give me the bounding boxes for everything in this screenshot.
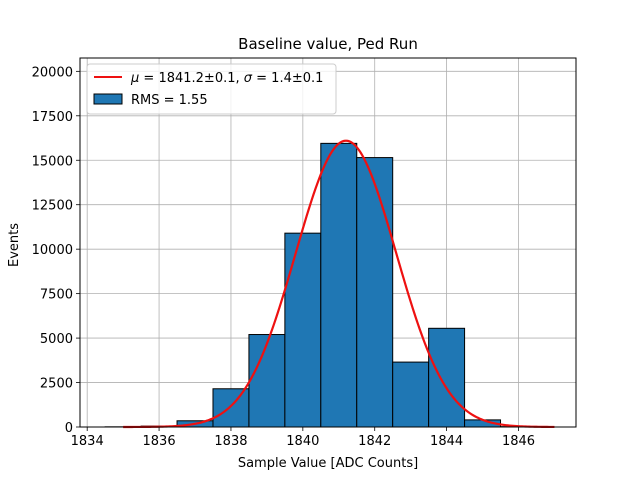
y-tick-label: 2500: [40, 377, 73, 392]
gaussian-fit-curve: [123, 139, 555, 429]
legend-mu-symbol: μ: [130, 71, 139, 86]
y-tick-label: 7500: [40, 288, 73, 303]
y-tick-label: 17500: [32, 110, 73, 125]
x-tick-label: 1840: [286, 434, 319, 449]
histogram-bar: [428, 327, 466, 428]
histogram-bar: [284, 232, 322, 428]
x-tick-label: 1838: [214, 434, 247, 449]
legend-box: [86, 63, 337, 115]
x-tick-label: 1842: [358, 434, 391, 449]
histogram-bar: [356, 157, 394, 428]
chart-title: Baseline value, Ped Run: [238, 35, 418, 53]
legend-sigma-symbol: σ: [244, 71, 253, 86]
y-tick-label: 5000: [40, 332, 73, 347]
y-tick-label: 20000: [32, 65, 73, 80]
legend-sigma-text: = 1.4±0.1: [252, 71, 323, 86]
y-tick-label: 0: [65, 421, 73, 436]
legend-histogram-swatch: [93, 93, 123, 105]
y-tick-label: 10000: [32, 243, 73, 258]
y-axis-ticks: 0 2500 5000 7500 10000 12500 15000 17500 20000: [32, 65, 80, 436]
x-tick-label: 1844: [430, 434, 463, 449]
histogram-bar: [320, 142, 358, 428]
legend-fit-label: μ = 1841.2±0.1, σ = 1.4±0.1: [130, 71, 323, 86]
histogram-bar: [392, 361, 430, 428]
legend-mu-text: = 1841.2±0.1,: [139, 71, 243, 86]
x-tick-label: 1834: [71, 434, 104, 449]
y-tick-label: 12500: [32, 199, 73, 214]
x-tick-label: 1846: [502, 434, 535, 449]
plot-frame: [79, 57, 577, 428]
histogram-bar: [248, 334, 286, 428]
fit-curve-layer: [123, 139, 555, 429]
y-tick-label: 15000: [32, 154, 73, 169]
x-axis-label: Sample Value [ADC Counts]: [238, 456, 418, 471]
histogram-bar: [212, 388, 250, 428]
histogram-bars: [104, 142, 537, 428]
legend: μ = 1841.2±0.1, σ = 1.4±0.1 RMS = 1.55: [86, 63, 337, 115]
y-axis-label: Events: [7, 223, 22, 267]
x-axis-ticks: 1834 1836 1838 1840 1842 1844 1846: [71, 427, 535, 449]
x-tick-label: 1836: [143, 434, 176, 449]
legend-histogram-label: RMS = 1.55: [131, 93, 208, 108]
